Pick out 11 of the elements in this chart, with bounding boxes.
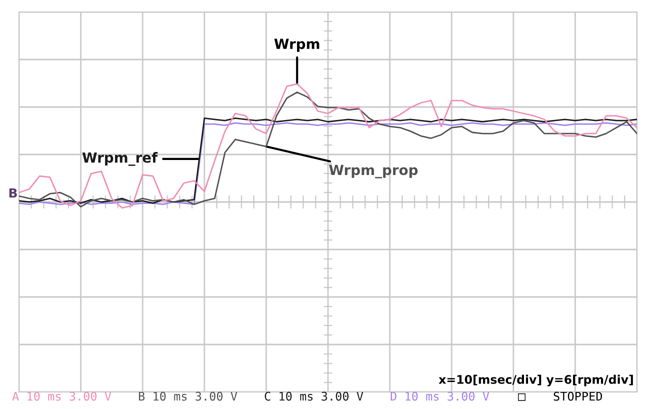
text: Wrpm_prop xyxy=(329,164,418,178)
text: x=10[msec/div] y=6[rpm/div] xyxy=(438,374,633,386)
text: STOPPED xyxy=(554,392,602,401)
text: Wrpm_ref xyxy=(82,152,158,166)
text: C 10 ms 3.00 V xyxy=(264,392,364,401)
text: D 10 ms 3.00 V xyxy=(390,392,490,401)
text: Wrpm xyxy=(274,38,320,52)
text: □ xyxy=(518,393,526,401)
text: A 10 ms 3.00 V xyxy=(12,392,112,401)
text: B xyxy=(9,188,17,198)
text: B 10 ms 3.00 V xyxy=(138,392,238,401)
